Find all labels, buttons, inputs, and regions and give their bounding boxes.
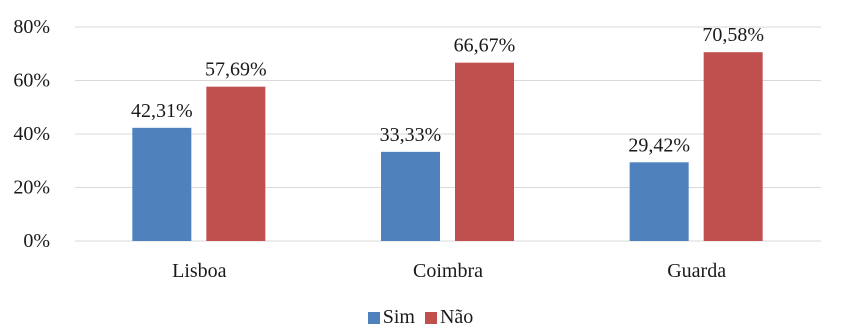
bar-sim-lisboa <box>132 127 192 241</box>
bar-no-lisboa <box>206 86 266 241</box>
bar-sim-guarda <box>629 162 689 241</box>
legend-item-nao: Não <box>424 306 474 329</box>
y-tick-label-4: 80% <box>13 16 50 38</box>
bar-no-coimbra <box>455 62 514 242</box>
y-tick-label-0: 0% <box>23 230 50 252</box>
x-tick-label-guarda: Guarda <box>667 260 726 282</box>
legend-label-nao: Não <box>439 306 474 328</box>
data-label-sim-coimbra: 33,33% <box>380 124 442 146</box>
x-tick-label-lisboa: Lisboa <box>172 260 227 282</box>
bar-sim-coimbra <box>381 151 440 241</box>
y-tick-label-3: 60% <box>13 70 50 92</box>
data-label-no-coimbra: 66,67% <box>454 35 516 57</box>
legend-item-sim: Sim <box>367 306 415 329</box>
data-label-sim-lisboa: 42,31% <box>131 100 193 122</box>
legend-swatch-nao <box>424 311 437 324</box>
bar-chart-plot: 0% 20% 40% 60% 80% 42,31% 57,69% Lisboa 33,33% 66… <box>13 16 821 282</box>
data-label-no-guarda: 70,58% <box>702 24 764 46</box>
y-tick-label-2: 40% <box>13 123 50 145</box>
data-label-no-lisboa: 57,69% <box>205 59 267 81</box>
y-tick-label-1: 20% <box>13 177 50 199</box>
bar-no-guarda <box>703 52 763 241</box>
legend-swatch-sim <box>367 311 380 324</box>
legend-label-sim: Sim <box>382 306 415 328</box>
legend: Sim Não <box>0 306 841 329</box>
x-tick-label-coimbra: Coimbra <box>413 260 483 282</box>
data-label-sim-guarda: 29,42% <box>628 134 690 156</box>
